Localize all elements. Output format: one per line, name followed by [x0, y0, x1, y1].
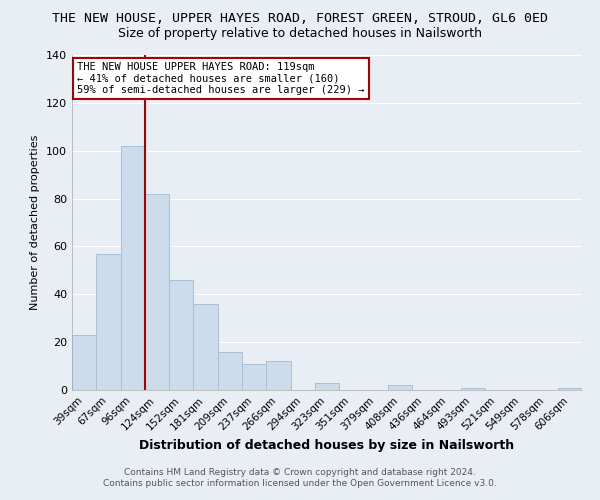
Bar — [193, 304, 218, 390]
Bar — [315, 383, 339, 390]
Bar — [96, 254, 121, 390]
Text: Size of property relative to detached houses in Nailsworth: Size of property relative to detached ho… — [118, 28, 482, 40]
Y-axis label: Number of detached properties: Number of detached properties — [31, 135, 40, 310]
Bar — [169, 280, 193, 390]
Bar — [145, 194, 169, 390]
Bar — [242, 364, 266, 390]
X-axis label: Distribution of detached houses by size in Nailsworth: Distribution of detached houses by size … — [139, 438, 515, 452]
Text: THE NEW HOUSE, UPPER HAYES ROAD, FOREST GREEN, STROUD, GL6 0ED: THE NEW HOUSE, UPPER HAYES ROAD, FOREST … — [52, 12, 548, 26]
Bar — [461, 388, 485, 390]
Bar — [72, 335, 96, 390]
Bar — [388, 385, 412, 390]
Bar — [121, 146, 145, 390]
Text: THE NEW HOUSE UPPER HAYES ROAD: 119sqm
← 41% of detached houses are smaller (160: THE NEW HOUSE UPPER HAYES ROAD: 119sqm ←… — [77, 62, 365, 95]
Bar — [218, 352, 242, 390]
Text: Contains HM Land Registry data © Crown copyright and database right 2024.
Contai: Contains HM Land Registry data © Crown c… — [103, 468, 497, 487]
Bar — [266, 362, 290, 390]
Bar — [558, 388, 582, 390]
